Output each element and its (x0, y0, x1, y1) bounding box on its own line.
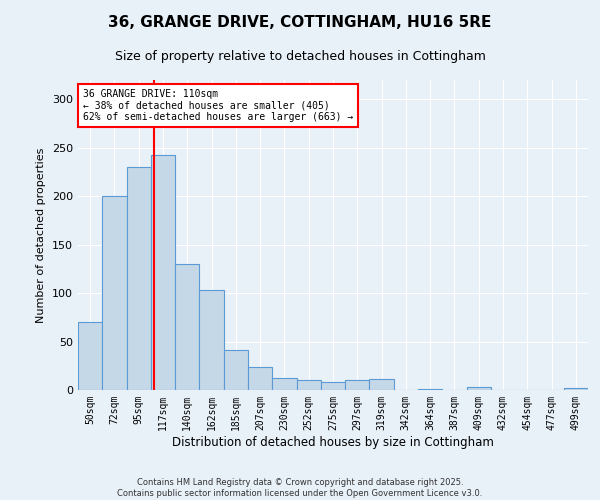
Bar (296, 380, 321, 390)
Bar (151, 154, 175, 390)
Bar (248, 367, 272, 390)
Bar (102, 196, 127, 390)
Y-axis label: Number of detached properties: Number of detached properties (37, 148, 46, 322)
Bar (224, 350, 248, 390)
Text: Size of property relative to detached houses in Cottingham: Size of property relative to detached ho… (115, 50, 485, 63)
Bar (467, 387, 491, 390)
Bar (127, 167, 151, 390)
Bar (199, 290, 224, 390)
Bar (564, 388, 588, 390)
Text: 36, GRANGE DRIVE, COTTINGHAM, HU16 5RE: 36, GRANGE DRIVE, COTTINGHAM, HU16 5RE (109, 15, 491, 30)
Text: Contains HM Land Registry data © Crown copyright and database right 2025.
Contai: Contains HM Land Registry data © Crown c… (118, 478, 482, 498)
Bar (345, 380, 370, 390)
Bar (321, 382, 345, 390)
Bar (272, 378, 296, 390)
Bar (370, 380, 394, 390)
Bar (418, 389, 442, 390)
X-axis label: Distribution of detached houses by size in Cottingham: Distribution of detached houses by size … (172, 436, 494, 448)
Bar (78, 322, 102, 390)
Bar (175, 264, 199, 390)
Text: 36 GRANGE DRIVE: 110sqm
← 38% of detached houses are smaller (405)
62% of semi-d: 36 GRANGE DRIVE: 110sqm ← 38% of detache… (83, 90, 353, 122)
